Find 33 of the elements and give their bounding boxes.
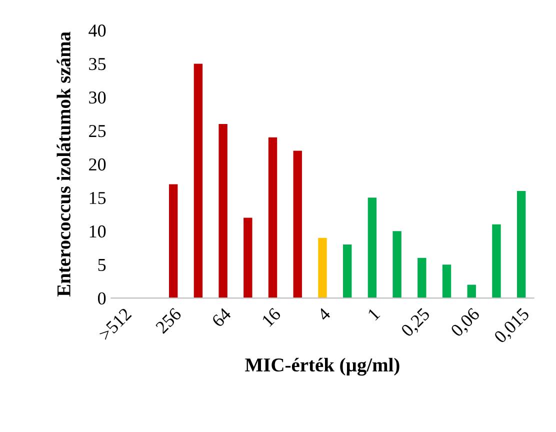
- y-tick-label: 10: [90, 225, 106, 238]
- y-axis-title: Enterococcus izolátumok száma: [56, 32, 70, 297]
- bar: [492, 224, 501, 298]
- x-tick-label: 0,25: [400, 307, 432, 340]
- y-tick-label: 35: [89, 58, 106, 70]
- bar: [467, 284, 476, 298]
- bar: [418, 258, 426, 298]
- x-axis-title: MIC-érték (µg/ml): [245, 358, 400, 376]
- y-tick-label: 5: [98, 259, 106, 272]
- bar: [392, 231, 402, 298]
- y-tick-label: 30: [89, 91, 106, 104]
- x-tick-label: 64: [211, 307, 232, 328]
- y-tick-label: 25: [89, 124, 106, 138]
- bar: [168, 184, 178, 298]
- bar: [368, 198, 377, 298]
- bar: [194, 64, 203, 298]
- bar: [342, 244, 352, 298]
- x-tick-label: 1: [367, 308, 380, 321]
- y-tick-label: 0: [98, 292, 106, 305]
- bar: [516, 190, 526, 298]
- x-tick-label: 16: [262, 307, 282, 328]
- bar: [268, 137, 278, 298]
- x-tick-label: 256: [155, 307, 182, 334]
- x-tick-label: 4: [316, 307, 332, 322]
- y-tick-label: 15: [90, 192, 106, 204]
- bar: [244, 218, 252, 298]
- bar: [318, 238, 327, 298]
- y-tick-label: 40: [88, 24, 106, 37]
- y-tick-label: 20: [89, 158, 106, 171]
- bar: [293, 150, 302, 298]
- bar: [442, 264, 452, 298]
- bar: [218, 124, 228, 298]
- x-tick-label: 0,06: [450, 307, 482, 340]
